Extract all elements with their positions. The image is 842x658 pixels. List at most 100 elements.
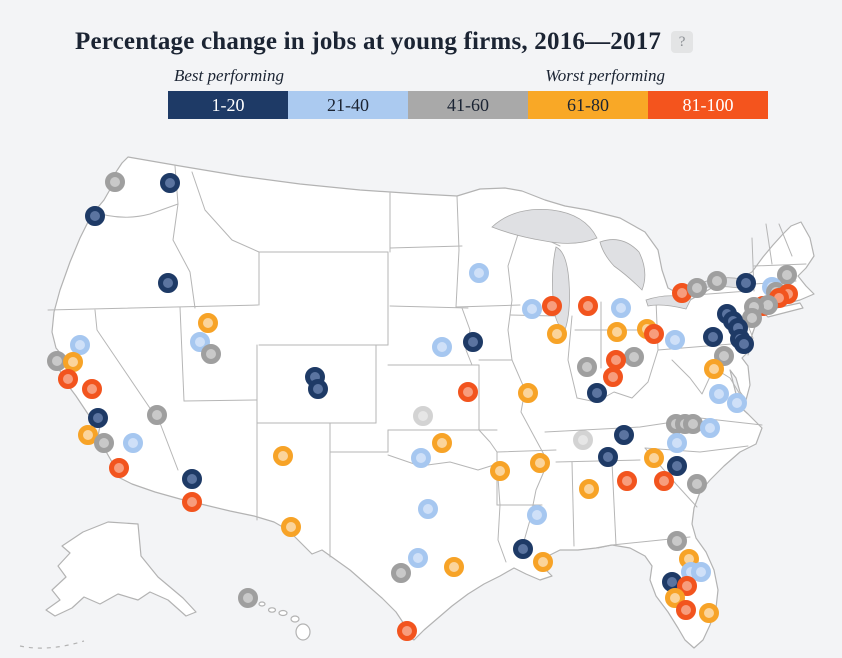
city-dot[interactable]: [683, 414, 703, 434]
city-dot[interactable]: [700, 418, 720, 438]
city-dot[interactable]: [123, 433, 143, 453]
city-dot[interactable]: [704, 359, 724, 379]
city-dot[interactable]: [308, 379, 328, 399]
legend-bin-21-40: 21-40: [288, 91, 408, 119]
city-dot[interactable]: [665, 588, 685, 608]
city-dot[interactable]: [88, 408, 108, 428]
city-dot[interactable]: [432, 337, 452, 357]
city-dot[interactable]: [607, 322, 627, 342]
city-dot[interactable]: [411, 448, 431, 468]
city-dot[interactable]: [547, 324, 567, 344]
city-dot[interactable]: [709, 384, 729, 404]
city-dot[interactable]: [273, 446, 293, 466]
city-dot[interactable]: [611, 298, 631, 318]
city-dot[interactable]: [614, 425, 634, 445]
city-dot[interactable]: [714, 346, 734, 366]
hawaii-shape: [258, 601, 311, 641]
city-dot[interactable]: [413, 406, 433, 426]
city-dot[interactable]: [644, 324, 664, 344]
city-dot[interactable]: [109, 458, 129, 478]
legend-worst-label: Worst performing: [545, 66, 665, 85]
city-dot[interactable]: [190, 332, 210, 352]
city-dot[interactable]: [533, 552, 553, 572]
city-dot[interactable]: [587, 383, 607, 403]
city-dot[interactable]: [391, 563, 411, 583]
city-dot[interactable]: [573, 430, 593, 450]
city-dot[interactable]: [513, 539, 533, 559]
lake-superior: [491, 209, 598, 244]
city-dot[interactable]: [82, 379, 102, 399]
city-dot[interactable]: [408, 548, 428, 568]
city-dot[interactable]: [432, 433, 452, 453]
city-dot[interactable]: [238, 588, 258, 608]
city-dot[interactable]: [603, 367, 623, 387]
city-dot[interactable]: [94, 433, 114, 453]
city-dot[interactable]: [463, 332, 483, 352]
city-dot[interactable]: [182, 492, 202, 512]
city-dot[interactable]: [727, 393, 747, 413]
city-dot[interactable]: [736, 273, 756, 293]
city-dot[interactable]: [78, 425, 98, 445]
city-dot[interactable]: [665, 330, 685, 350]
city-dot[interactable]: [85, 206, 105, 226]
city-dot[interactable]: [703, 327, 723, 347]
help-button[interactable]: ?: [671, 31, 694, 53]
state-borders: [47, 165, 807, 563]
city-dot[interactable]: [687, 278, 707, 298]
city-dot[interactable]: [530, 453, 550, 473]
city-dot[interactable]: [676, 600, 696, 620]
page-title: Percentage change in jobs at young firms…: [75, 28, 662, 55]
city-dot[interactable]: [469, 263, 489, 283]
city-dot[interactable]: [522, 299, 542, 319]
city-dot[interactable]: [707, 271, 727, 291]
city-dot[interactable]: [577, 357, 597, 377]
city-dot[interactable]: [47, 351, 67, 371]
city-dot[interactable]: [687, 474, 707, 494]
city-dot[interactable]: [518, 383, 538, 403]
city-dot[interactable]: [418, 499, 438, 519]
city-dot[interactable]: [105, 172, 125, 192]
city-dot[interactable]: [281, 517, 301, 537]
us-mainland-shape: [51, 156, 815, 649]
city-dot[interactable]: [70, 335, 90, 355]
city-dot[interactable]: [667, 433, 687, 453]
city-dot[interactable]: [158, 273, 178, 293]
city-dot[interactable]: [644, 448, 664, 468]
city-dot[interactable]: [160, 173, 180, 193]
city-dot[interactable]: [527, 505, 547, 525]
legend-bin-81-100: 81-100: [648, 91, 768, 119]
city-dot[interactable]: [734, 334, 754, 354]
city-dot[interactable]: [677, 576, 697, 596]
city-dot[interactable]: [742, 308, 762, 328]
city-dot[interactable]: [667, 456, 687, 476]
city-dot[interactable]: [198, 313, 218, 333]
city-dot[interactable]: [458, 382, 478, 402]
city-dot[interactable]: [201, 344, 221, 364]
city-dot[interactable]: [624, 347, 644, 367]
city-dot[interactable]: [490, 461, 510, 481]
city-dot[interactable]: [598, 447, 618, 467]
city-dot[interactable]: [63, 352, 83, 372]
legend-bin-41-60: 41-60: [408, 91, 528, 119]
city-dot[interactable]: [691, 562, 711, 582]
city-dot[interactable]: [58, 369, 78, 389]
city-dot[interactable]: [147, 405, 167, 425]
city-dot[interactable]: [579, 479, 599, 499]
city-dot[interactable]: [777, 265, 797, 285]
aleutian-islands: [19, 640, 85, 649]
city-dot[interactable]: [182, 469, 202, 489]
city-dot[interactable]: [578, 296, 598, 316]
city-dot[interactable]: [667, 531, 687, 551]
city-dot[interactable]: [542, 296, 562, 316]
city-dots: [47, 172, 798, 641]
city-dot[interactable]: [699, 603, 719, 623]
city-dot[interactable]: [606, 350, 626, 370]
great-lakes: [491, 209, 742, 331]
legend-bin-1-20: 1-20: [168, 91, 288, 119]
lake-huron: [599, 239, 646, 291]
city-dot[interactable]: [397, 621, 417, 641]
header: Percentage change in jobs at young firms…: [75, 28, 694, 56]
city-dot[interactable]: [617, 471, 637, 491]
city-dot[interactable]: [444, 557, 464, 577]
city-dot[interactable]: [654, 471, 674, 491]
